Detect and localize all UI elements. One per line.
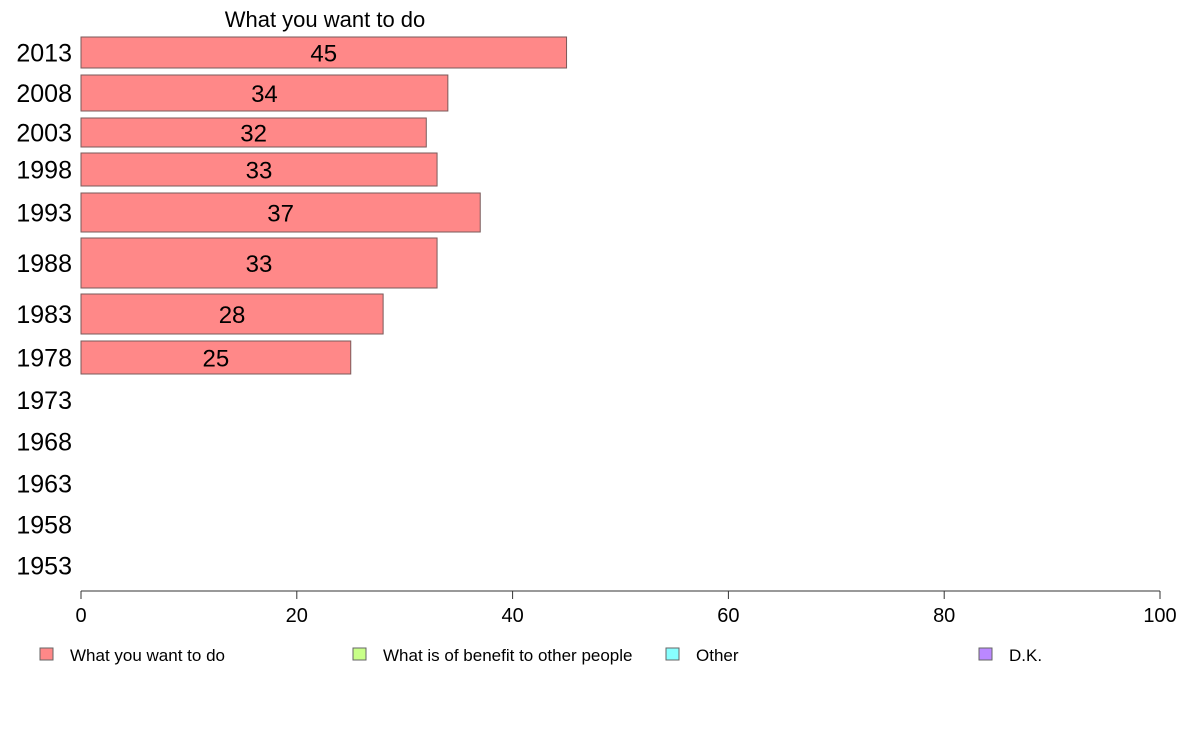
year-labels-group: 2013 2008 2003 1998 1993 1988 1983 1978 1973 1968…: [16, 40, 72, 581]
bar: [80, 192, 481, 233]
category-label: 1993: [16, 200, 72, 228]
bar-value-label: 33: [246, 158, 273, 185]
bar: [80, 74, 449, 112]
bar: [80, 36, 568, 69]
bar-value-label: 45: [310, 41, 337, 68]
category-label: 1958: [16, 512, 72, 540]
bar: [80, 293, 384, 335]
bar-value-label: 25: [203, 346, 230, 373]
bar: [80, 152, 438, 187]
bar-value-label: 34: [251, 81, 278, 108]
x-axis: 0 20 40 60 80 100: [75, 590, 1177, 627]
category-label: 2013: [16, 40, 72, 68]
bar-value-label: 28: [219, 302, 246, 329]
category-label: 1963: [16, 471, 72, 499]
category-label: 1953: [16, 553, 72, 581]
bar: [80, 237, 438, 289]
bar-value-label: 37: [267, 201, 294, 228]
category-label: 1978: [16, 345, 72, 373]
x-tick-label: 20: [286, 605, 308, 627]
x-tick-label: 80: [933, 605, 955, 627]
category-label: 1973: [16, 387, 72, 415]
legend-swatch: [39, 647, 54, 661]
x-tick-label: 60: [717, 605, 739, 627]
x-tick-label: 40: [501, 605, 523, 627]
chart-title: What you want to do: [225, 7, 426, 32]
bar: [80, 117, 427, 148]
category-label: 1983: [16, 301, 72, 329]
category-label: 1998: [16, 157, 72, 185]
bar: [80, 340, 352, 375]
category-label: 1988: [16, 250, 72, 278]
legend-swatch: [978, 647, 993, 661]
legend-label: Other: [696, 646, 739, 665]
category-label: 2003: [16, 120, 72, 148]
category-label: 1968: [16, 429, 72, 457]
x-tick-label: 0: [75, 605, 86, 627]
legend-swatch: [665, 647, 680, 661]
legend-swatch: [352, 647, 367, 661]
legend-label: What is of benefit to other people: [383, 646, 633, 665]
bar-value-label: 33: [246, 251, 273, 278]
legend-label: D.K.: [1009, 646, 1042, 665]
category-label: 2008: [16, 80, 72, 108]
legend: What you want to do What is of benefit to…: [39, 646, 1042, 665]
legend-label: What you want to do: [70, 646, 225, 665]
x-tick-label: 100: [1143, 605, 1176, 627]
bar-value-label: 32: [240, 121, 267, 148]
